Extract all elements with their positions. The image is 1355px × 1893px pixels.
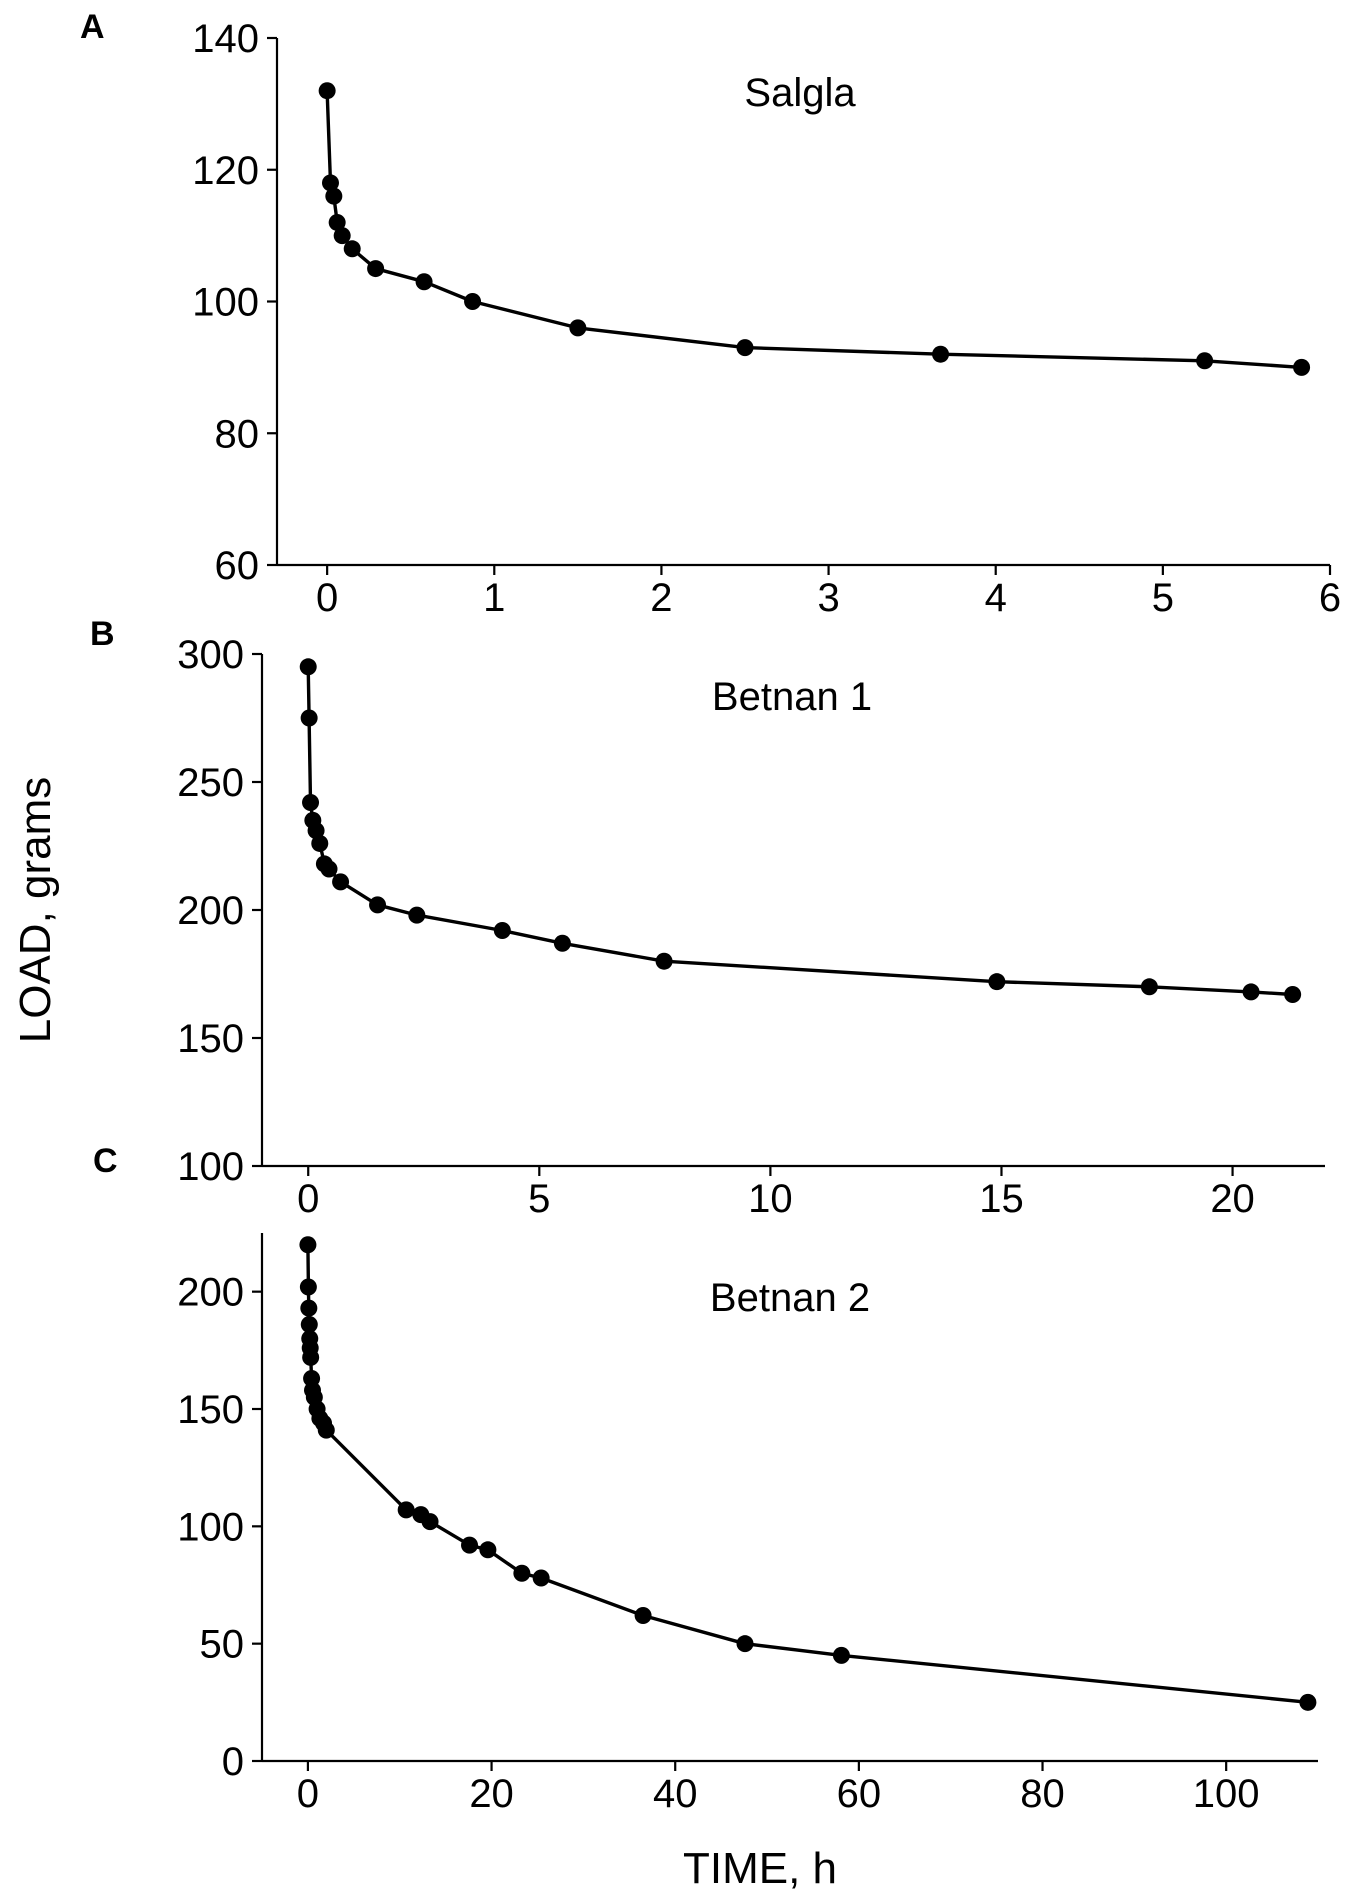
y-tick-label: 150 — [177, 1017, 244, 1061]
data-point — [832, 1646, 850, 1664]
data-point — [1140, 978, 1158, 996]
data-point — [299, 1278, 317, 1296]
data-point — [300, 1299, 318, 1317]
data-point — [307, 822, 325, 840]
data-point — [321, 174, 339, 192]
panel-label-c: C — [93, 1142, 118, 1180]
panel-title-betnan-1: Betnan 1 — [712, 675, 872, 719]
x-tick-label: 15 — [979, 1177, 1024, 1221]
data-point — [300, 1316, 318, 1334]
x-tick-label: 4 — [985, 576, 1007, 620]
x-tick-label: 6 — [1319, 576, 1341, 620]
data-point — [569, 319, 587, 337]
y-tick-label: 300 — [177, 633, 244, 677]
data-point — [1293, 358, 1311, 376]
x-tick-label: 0 — [297, 1177, 319, 1221]
x-tick-label: 10 — [748, 1177, 793, 1221]
data-point — [634, 1607, 652, 1625]
data-point — [421, 1513, 439, 1531]
y-tick-label: 100 — [192, 281, 259, 325]
data-point — [343, 240, 361, 258]
data-point — [1299, 1693, 1317, 1711]
data-point — [988, 973, 1006, 991]
y-tick-label: 140 — [192, 17, 259, 61]
y-tick-label: 60 — [215, 544, 260, 588]
y-tick-label: 200 — [177, 889, 244, 933]
data-point — [736, 339, 754, 357]
data-point — [325, 187, 343, 205]
data-point — [1284, 985, 1302, 1003]
data-point — [367, 260, 385, 278]
x-tick-label: 0 — [316, 576, 338, 620]
data-point — [318, 82, 336, 100]
y-tick-label: 120 — [192, 149, 259, 193]
series-line — [325, 90, 1302, 370]
data-point — [513, 1564, 531, 1582]
data-point — [461, 1536, 479, 1554]
y-tick-label: 100 — [177, 1145, 244, 1189]
data-point — [479, 1541, 497, 1559]
data-point — [369, 896, 387, 914]
data-point — [320, 860, 338, 878]
y-tick-label: 150 — [177, 1388, 244, 1432]
x-tick-label: 3 — [817, 576, 839, 620]
x-tick-label: 0 — [297, 1772, 319, 1816]
panel-b: B Betnan 1 100 150 200 250 300 0 5 10 15 20 — [90, 615, 1325, 1221]
panel-title-betnan-2: Betnan 2 — [710, 1276, 870, 1320]
panel-label-b: B — [90, 615, 115, 653]
y-tick-label: 80 — [215, 412, 260, 456]
data-point — [300, 709, 318, 727]
y-tick-label: 200 — [177, 1271, 244, 1315]
x-tick-label: 40 — [653, 1772, 698, 1816]
data-point — [317, 1421, 335, 1439]
data-point — [299, 658, 317, 676]
x-tick-label: 5 — [528, 1177, 550, 1221]
x-tick-label: 5 — [1152, 576, 1174, 620]
data-point — [532, 1569, 550, 1587]
data-point — [932, 345, 950, 363]
data-point — [464, 293, 482, 310]
x-tick-label: 20 — [469, 1772, 514, 1816]
x-tick-label: 1 — [483, 576, 505, 620]
data-point — [1196, 352, 1214, 370]
panel-title-salgla: Salgla — [744, 71, 856, 115]
y-tick-label: 250 — [177, 761, 244, 805]
data-point — [415, 273, 433, 291]
data-point — [311, 834, 329, 852]
data-point — [333, 227, 351, 245]
y-tick-label: 50 — [200, 1623, 245, 1667]
data-point — [493, 921, 511, 939]
data-point — [299, 1236, 317, 1254]
data-point — [655, 952, 673, 970]
data-point — [408, 906, 426, 924]
data-point — [302, 1348, 320, 1366]
data-point — [397, 1501, 415, 1519]
data-point — [302, 793, 320, 811]
data-point — [553, 934, 571, 952]
y-tick-label: 100 — [177, 1505, 244, 1549]
x-axis-title: TIME, h — [683, 1844, 837, 1893]
data-point — [736, 1635, 754, 1653]
data-point — [332, 873, 350, 891]
data-point — [328, 213, 346, 231]
panel-a: A Salgla 60 80 100 120 140 0 1 2 3 4 5 6 — [80, 8, 1341, 620]
x-tick-label: 60 — [837, 1772, 882, 1816]
x-tick-label: 80 — [1020, 1772, 1065, 1816]
x-tick-label: 2 — [650, 576, 672, 620]
data-point — [1242, 983, 1260, 1001]
y-axis-title: LOAD, grams — [11, 777, 60, 1044]
y-tick-label: 0 — [222, 1740, 244, 1784]
x-tick-label: 20 — [1210, 1177, 1255, 1221]
panel-label-a: A — [80, 8, 105, 46]
x-tick-label: 100 — [1193, 1772, 1260, 1816]
